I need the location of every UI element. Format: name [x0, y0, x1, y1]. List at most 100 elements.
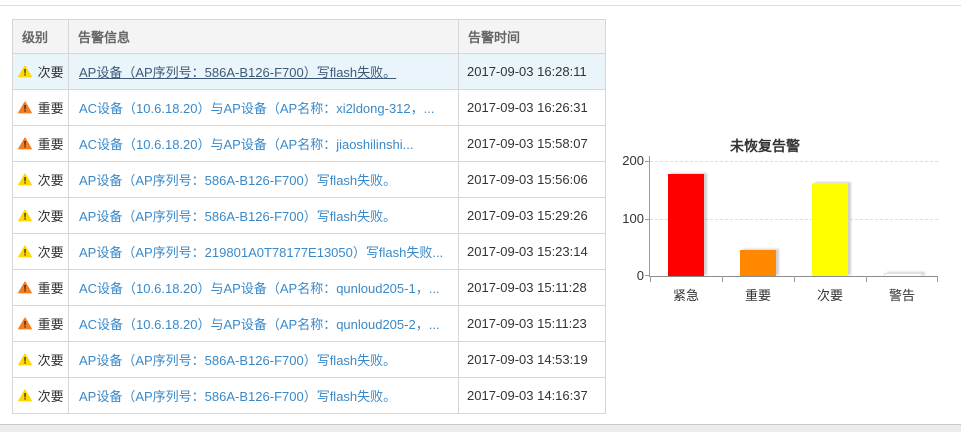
alarm-message-link[interactable]: AP设备（AP序列号：219801A0T78177E13050）写flash失败…: [79, 245, 444, 260]
table-row[interactable]: ! 次要 AP设备（AP序列号：586A-B126-F700）写flash失败。…: [12, 161, 606, 198]
y-axis-label: 200: [622, 153, 644, 168]
panel-bottom-divider: [0, 424, 961, 425]
gridline: [650, 161, 938, 162]
level-label: 次要: [37, 389, 64, 404]
alarm-message-link[interactable]: AC设备（10.6.18.20）与AP设备（AP名称：qunloud205-1，…: [79, 281, 440, 296]
alarm-time: 2017-09-03 16:28:11: [458, 53, 606, 90]
alarm-message-cell: AP设备（AP序列号：219801A0T78177E13050）写flash失败…: [68, 233, 459, 270]
unrecovered-alarms-chart: 未恢复告警 0 100 200 紧急 重要 次要 警告: [622, 130, 960, 312]
warning-triangle-icon: !: [18, 389, 32, 402]
alarm-message-link[interactable]: AC设备（10.6.18.20）与AP设备（AP名称：xi2ldong-312，…: [79, 101, 435, 116]
level-cell: ! 次要: [12, 377, 69, 414]
alarm-message-cell: AC设备（10.6.18.20）与AP设备（AP名称：xi2ldong-312，…: [68, 89, 459, 126]
chart-plot-area: 0 100 200 紧急 重要 次要 警告: [622, 153, 938, 303]
x-axis-tick: [650, 276, 651, 282]
alarm-message-link[interactable]: AC设备（10.6.18.20）与AP设备（AP名称：qunloud205-2，…: [79, 317, 440, 332]
alarm-time: 2017-09-03 15:29:26: [458, 197, 606, 234]
svg-text:!: !: [23, 248, 26, 258]
alarm-time: 2017-09-03 15:11:23: [458, 305, 606, 342]
level-label: 次要: [37, 65, 64, 80]
x-axis-tick: [937, 276, 938, 282]
level-label: 次要: [37, 245, 64, 260]
alarm-message-cell: AC设备（10.6.18.20）与AP设备（AP名称：qunloud205-1，…: [68, 269, 459, 306]
level-cell: ! 次要: [12, 197, 69, 234]
panel-top-divider: [0, 5, 961, 6]
table-header-row: 级别 告警信息 告警时间: [12, 19, 606, 54]
level-label: 重要: [37, 101, 64, 116]
header-alarm-info: 告警信息: [68, 19, 459, 54]
alarm-message-link[interactable]: AP设备（AP序列号：586A-B126-F700）写flash失败。: [79, 389, 397, 404]
svg-text:!: !: [23, 212, 26, 222]
level-cell: ! 次要: [12, 233, 69, 270]
y-axis-tick: [645, 161, 650, 162]
table-row[interactable]: ! 次要 AP设备（AP序列号：586A-B126-F700）写flash失败。…: [12, 197, 606, 234]
y-axis-tick: [645, 218, 650, 220]
x-axis-label: 紧急: [672, 288, 699, 303]
alarm-table: 级别 告警信息 告警时间 ! 次要 AP设备（AP序列号：586A-B126-F…: [12, 19, 606, 414]
bar-次要: [812, 183, 848, 276]
table-row[interactable]: ! 次要 AP设备（AP序列号：219801A0T78177E13050）写fl…: [12, 233, 606, 270]
svg-text:!: !: [23, 284, 26, 294]
warning-triangle-icon: !: [18, 209, 32, 222]
alarm-time: 2017-09-03 14:16:37: [458, 377, 606, 414]
bar-警告: [884, 273, 922, 276]
alarm-message-link[interactable]: AP设备（AP序列号：586A-B126-F700）写flash失败。: [79, 353, 397, 368]
alarm-message-link[interactable]: AP设备（AP序列号：586A-B126-F700）写flash失败。: [79, 65, 397, 80]
svg-text:!: !: [23, 104, 26, 114]
alarm-message-link[interactable]: AP设备（AP序列号：586A-B126-F700）写flash失败。: [79, 173, 397, 188]
bar-紧急: [668, 174, 704, 276]
table-row[interactable]: ! 重要 AC设备（10.6.18.20）与AP设备（AP名称：qunloud2…: [12, 269, 606, 306]
alarm-time: 2017-09-03 14:53:19: [458, 341, 606, 378]
bar-重要: [740, 250, 776, 276]
page-footer-band: [0, 425, 961, 432]
table-row[interactable]: ! 重要 AC设备（10.6.18.20）与AP设备（AP名称：xi2ldong…: [12, 89, 606, 126]
alarm-message-cell: AP设备（AP序列号：586A-B126-F700）写flash失败。: [68, 53, 459, 90]
alarm-message-cell: AP设备（AP序列号：586A-B126-F700）写flash失败。: [68, 161, 459, 198]
svg-text:!: !: [23, 176, 26, 186]
header-alarm-time: 告警时间: [458, 19, 606, 54]
svg-text:!: !: [23, 320, 26, 330]
alarm-time: 2017-09-03 15:23:14: [458, 233, 606, 270]
y-axis-tick: [645, 275, 650, 276]
table-row[interactable]: ! 次要 AP设备（AP序列号：586A-B126-F700）写flash失败。…: [12, 341, 606, 378]
level-label: 次要: [37, 353, 64, 368]
alarm-time: 2017-09-03 15:58:07: [458, 125, 606, 162]
warning-triangle-icon: !: [18, 353, 32, 366]
warning-triangle-icon: !: [18, 245, 32, 258]
x-axis-tick: [794, 276, 795, 282]
x-axis-tick: [866, 276, 867, 282]
x-axis-label: 重要: [744, 288, 771, 303]
alarm-message-link[interactable]: AC设备（10.6.18.20）与AP设备（AP名称：jiaoshilinshi…: [79, 137, 414, 152]
x-axis-label: 警告: [888, 288, 915, 303]
level-label: 次要: [37, 209, 64, 224]
warning-triangle-icon: !: [18, 101, 32, 114]
level-label: 重要: [37, 317, 64, 332]
level-cell: ! 重要: [12, 89, 69, 126]
table-row[interactable]: ! 重要 AC设备（10.6.18.20）与AP设备（AP名称：jiaoshil…: [12, 125, 606, 162]
alarm-time: 2017-09-03 15:11:28: [458, 269, 606, 306]
level-cell: ! 重要: [12, 269, 69, 306]
warning-triangle-icon: !: [18, 317, 32, 330]
warning-triangle-icon: !: [18, 137, 32, 150]
alarm-message-link[interactable]: AP设备（AP序列号：586A-B126-F700）写flash失败。: [79, 209, 397, 224]
warning-triangle-icon: !: [18, 65, 32, 78]
gridline: [650, 218, 938, 220]
level-cell: ! 次要: [12, 341, 69, 378]
level-cell: ! 重要: [12, 305, 69, 342]
svg-text:!: !: [23, 392, 26, 402]
warning-triangle-icon: !: [18, 281, 32, 294]
level-cell: ! 重要: [12, 125, 69, 162]
y-axis-label: 0: [636, 268, 644, 283]
warning-triangle-icon: !: [18, 173, 32, 186]
svg-text:!: !: [23, 68, 26, 78]
chart-title: 未恢复告警: [730, 138, 800, 154]
alarm-message-cell: AP设备（AP序列号：586A-B126-F700）写flash失败。: [68, 197, 459, 234]
alarm-message-cell: AP设备（AP序列号：586A-B126-F700）写flash失败。: [68, 377, 459, 414]
svg-text:!: !: [23, 356, 26, 366]
table-row[interactable]: ! 次要 AP设备（AP序列号：586A-B126-F700）写flash失败。…: [12, 377, 606, 414]
level-label: 重要: [37, 137, 64, 152]
table-row[interactable]: ! 次要 AP设备（AP序列号：586A-B126-F700）写flash失败。…: [12, 53, 606, 90]
alarm-message-cell: AC设备（10.6.18.20）与AP设备（AP名称：jiaoshilinshi…: [68, 125, 459, 162]
alarm-message-cell: AP设备（AP序列号：586A-B126-F700）写flash失败。: [68, 341, 459, 378]
table-row[interactable]: ! 重要 AC设备（10.6.18.20）与AP设备（AP名称：qunloud2…: [12, 305, 606, 342]
